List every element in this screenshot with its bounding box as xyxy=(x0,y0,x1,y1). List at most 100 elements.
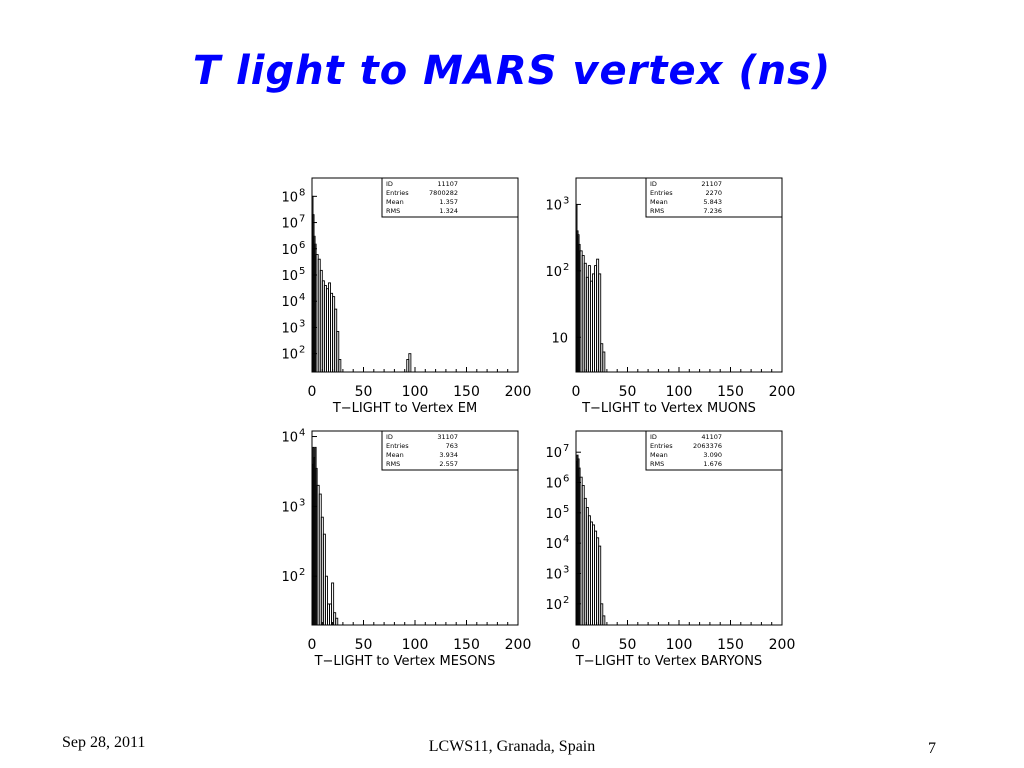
y-tick-exponent: 3 xyxy=(563,195,569,206)
x-tick-label: 50 xyxy=(355,637,373,653)
y-tick-label: 10 xyxy=(545,507,562,522)
stats-box xyxy=(381,177,519,218)
x-axis-title: T−LIGHT to Vertex EM xyxy=(332,401,477,416)
stats-value: 1.324 xyxy=(439,207,458,215)
stats-value: 3.934 xyxy=(439,451,458,459)
y-tick-label: 10 xyxy=(545,198,562,213)
x-tick-label: 0 xyxy=(572,637,581,653)
y-tick-exponent: 2 xyxy=(563,262,569,273)
y-tick-exponent: 3 xyxy=(299,497,305,508)
histogram-bin xyxy=(335,617,339,626)
y-tick-exponent: 5 xyxy=(299,266,305,277)
x-tick-label: 150 xyxy=(717,637,744,653)
footer-conference: LCWS11, Granada, Spain xyxy=(428,738,596,755)
y-tick-exponent: 7 xyxy=(299,214,305,225)
stats-label: Entries xyxy=(650,189,673,197)
x-tick-label: 150 xyxy=(717,384,744,400)
y-tick-label: 10 xyxy=(545,265,562,280)
histogram-bin xyxy=(331,582,335,626)
y-tick-label: 10 xyxy=(281,321,298,336)
x-tick-label: 200 xyxy=(769,384,796,400)
histogram-bin xyxy=(602,615,606,626)
histogram-bin xyxy=(336,331,340,373)
y-tick-label: 10 xyxy=(545,477,562,492)
stats-value: 11107 xyxy=(437,180,458,188)
y-tick-exponent: 2 xyxy=(563,595,569,606)
stats-value: 31107 xyxy=(437,433,458,441)
y-tick-exponent: 3 xyxy=(563,564,569,575)
stats-value: 3.090 xyxy=(703,451,722,459)
stats-label: Mean xyxy=(650,198,668,206)
y-tick-label: 10 xyxy=(281,190,298,205)
stats-label: Entries xyxy=(386,442,409,450)
x-tick-label: 200 xyxy=(769,637,796,653)
histogram-bin xyxy=(324,575,328,626)
histogram-bin xyxy=(598,273,602,373)
x-tick-label: 150 xyxy=(453,637,480,653)
stats-value: 7800282 xyxy=(429,189,458,197)
stats-value: 2270 xyxy=(705,189,722,197)
y-tick-label: 10 xyxy=(545,598,562,613)
y-tick-label: 10 xyxy=(281,431,298,446)
stats-label: Mean xyxy=(650,451,668,459)
histogram-bin xyxy=(408,353,412,373)
stats-label: ID xyxy=(650,433,657,441)
x-tick-label: 100 xyxy=(666,384,693,400)
x-tick-label: 200 xyxy=(505,637,532,653)
stats-value: 7.236 xyxy=(703,207,722,215)
histogram-bin xyxy=(598,545,602,626)
y-tick-exponent: 2 xyxy=(299,567,305,578)
y-tick-label: 10 xyxy=(281,295,298,310)
x-tick-label: 50 xyxy=(619,384,637,400)
y-tick-label: 10 xyxy=(545,446,562,461)
stats-label: ID xyxy=(386,433,393,441)
slide-title: T light to MARS vertex (ns) xyxy=(192,48,832,94)
y-tick-label: 10 xyxy=(281,500,298,515)
stats-label: ID xyxy=(650,180,657,188)
y-tick-label: 10 xyxy=(281,217,298,232)
x-tick-label: 100 xyxy=(402,384,429,400)
x-axis-title: T−LIGHT to Vertex MESONS xyxy=(314,654,496,669)
y-tick-exponent: 6 xyxy=(563,474,569,485)
stats-value: 1.357 xyxy=(439,198,458,206)
stats-value: 41107 xyxy=(701,433,722,441)
x-tick-label: 0 xyxy=(308,637,317,653)
stats-label: Entries xyxy=(386,189,409,197)
y-tick-exponent: 8 xyxy=(299,187,305,198)
x-axis-title: T−LIGHT to Vertex BARYONS xyxy=(575,654,762,669)
y-tick-label: 10 xyxy=(281,570,298,585)
stats-value: 2.557 xyxy=(439,460,458,468)
y-tick-label: 10 xyxy=(281,348,298,363)
stats-box xyxy=(381,430,519,471)
stats-value: 2063376 xyxy=(693,442,722,450)
x-tick-label: 50 xyxy=(619,637,637,653)
histogram-bin xyxy=(600,603,604,626)
y-tick-exponent: 4 xyxy=(299,428,305,439)
y-tick-exponent: 6 xyxy=(299,240,305,251)
x-tick-label: 100 xyxy=(402,637,429,653)
stats-label: RMS xyxy=(386,460,400,468)
stats-box xyxy=(645,430,783,471)
stats-label: RMS xyxy=(386,207,400,215)
stats-label: RMS xyxy=(650,460,664,468)
y-tick-exponent: 4 xyxy=(299,292,305,303)
y-tick-exponent: 5 xyxy=(563,504,569,515)
histogram-bin xyxy=(338,359,342,373)
stats-value: 763 xyxy=(446,442,458,450)
y-tick-exponent: 4 xyxy=(563,534,569,545)
y-tick-label: 10 xyxy=(551,331,568,346)
stats-label: Mean xyxy=(386,451,404,459)
y-tick-exponent: 7 xyxy=(563,443,569,454)
y-tick-label: 10 xyxy=(545,537,562,552)
x-axis-title: T−LIGHT to Vertex MUONS xyxy=(581,401,756,416)
stats-value: 5.843 xyxy=(703,198,722,206)
stats-label: RMS xyxy=(650,207,664,215)
footer-date: Sep 28, 2011 xyxy=(62,734,146,751)
stats-box xyxy=(645,177,783,218)
y-tick-exponent: 2 xyxy=(299,345,305,356)
y-tick-exponent: 3 xyxy=(299,318,305,329)
